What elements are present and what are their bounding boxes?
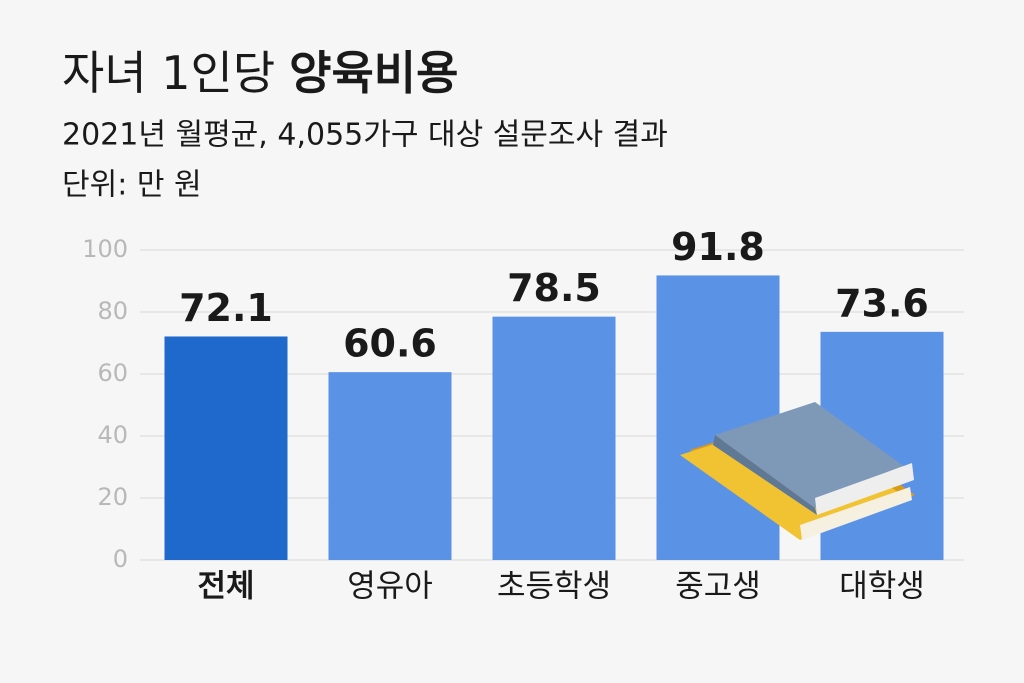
bar bbox=[164, 336, 288, 560]
value-label: 91.8 bbox=[671, 225, 765, 269]
plot: 0 20 40 60 80 100 전체 72.1 영유아 60.6 초등학생 78.5 중고생 91.8… bbox=[82, 225, 964, 605]
value-label: 78.5 bbox=[507, 266, 601, 310]
value-label: 73.6 bbox=[835, 281, 929, 325]
y-tick-label: 0 bbox=[113, 545, 128, 573]
x-tick-label: 영유아 bbox=[347, 569, 433, 605]
x-tick-label: 중고생 bbox=[675, 569, 761, 605]
value-label: 60.6 bbox=[343, 322, 437, 366]
book-top-spine bbox=[713, 435, 817, 515]
y-tick-label: 40 bbox=[97, 421, 128, 449]
book-pages bbox=[800, 487, 912, 540]
chart-title: 자녀 1인당 양육비용 bbox=[62, 46, 458, 100]
x-tick-label: 전체 bbox=[197, 569, 254, 605]
x-tick-label: 대학생 bbox=[839, 569, 925, 605]
y-tick-label: 20 bbox=[97, 483, 128, 511]
y-tick-label: 100 bbox=[82, 235, 128, 263]
y-tick-label: 60 bbox=[97, 359, 128, 387]
bar bbox=[492, 316, 616, 560]
chart-subtitle: 2021년 월평균, 4,055가구 대상 설문조사 결과 bbox=[62, 118, 668, 153]
value-label: 72.1 bbox=[179, 286, 273, 330]
books-illustration bbox=[680, 402, 915, 540]
y-tick-label: 80 bbox=[97, 297, 128, 325]
bar bbox=[328, 372, 452, 560]
x-tick-label: 초등학생 bbox=[497, 569, 611, 605]
title-emphasis: 양육비용 bbox=[289, 46, 458, 100]
unit-label: 단위: 만 원 bbox=[62, 168, 202, 203]
bar bbox=[656, 275, 780, 560]
book-top-pages bbox=[815, 463, 914, 515]
title-part: 자녀 1인당 bbox=[62, 46, 275, 100]
